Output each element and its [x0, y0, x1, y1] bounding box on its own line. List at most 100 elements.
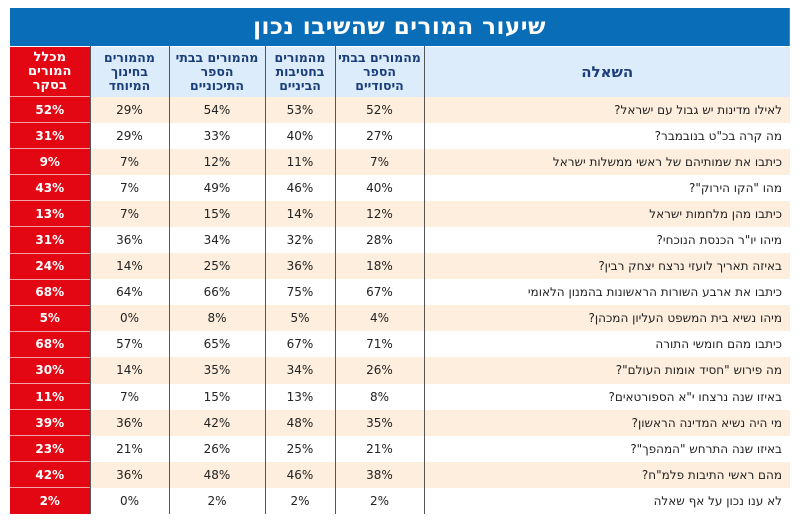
elementary-cell: 2% — [334, 487, 424, 514]
special-cell: 7% — [89, 383, 169, 410]
header-question: השאלה — [423, 46, 790, 97]
high-cell: 15% — [168, 383, 265, 410]
middle-cell: 25% — [264, 435, 335, 462]
middle-cell: 48% — [264, 409, 335, 436]
survey-table-container: שיעור המורים שהשיבו נכון השאלה מהמורים ב… — [10, 8, 790, 514]
total-cell: 13% — [10, 200, 90, 227]
high-cell: 35% — [168, 357, 265, 384]
question-cell: מהם ראשי התיבות פלמ"ח? — [423, 461, 790, 488]
question-cell: מה קרה בכ"ט בנובמבר? — [423, 122, 790, 149]
table-row: לא ענו נכון על אף שאלה 2% 2% 2% 0% 2% — [10, 487, 790, 514]
header-middle: מהמורים בחטיבות הביניים — [264, 46, 335, 97]
question-cell: לאילו מדינות יש גבול עם ישראל? — [423, 96, 790, 123]
table-row: כיתבו מהן מלחמות ישראל 12% 14% 15% 7% 13% — [10, 200, 790, 227]
elementary-cell: 12% — [334, 200, 424, 227]
total-cell: 68% — [10, 330, 90, 358]
total-cell: 31% — [10, 226, 90, 254]
high-cell: 48% — [168, 461, 265, 488]
middle-cell: 32% — [264, 226, 335, 254]
special-cell: 21% — [89, 435, 169, 462]
special-cell: 36% — [89, 409, 169, 436]
middle-cell: 46% — [264, 174, 335, 201]
table-body: לאילו מדינות יש גבול עם ישראל? 52% 53% 54% 2… — [10, 95, 790, 514]
total-cell: 9% — [10, 148, 90, 175]
table-row: מה פירוש "חסיד אומות העולם"? 26% 34% 35% 14%… — [10, 356, 790, 384]
high-cell: 34% — [168, 226, 265, 254]
table-row: מיהו יו"ר הכנסת הנוכחי? 28% 32% 34% 36% 31% — [10, 226, 790, 254]
table-row: מי היה נשיא המדינה הראשון? 35% 48% 42% 36% 39… — [10, 409, 790, 436]
high-cell: 49% — [168, 174, 265, 201]
table-row: מה קרה בכ"ט בנובמבר? 27% 40% 33% 29% 31% — [10, 122, 790, 149]
question-cell: באיזו שנה התרחש "המהפך"? — [423, 435, 790, 462]
middle-cell: 5% — [264, 305, 335, 332]
question-cell: כיתבו את ארבע השורות הראשונות בהמנון הלא… — [423, 279, 790, 306]
middle-cell: 36% — [264, 253, 335, 280]
table-title: שיעור המורים שהשיבו נכון — [10, 8, 789, 46]
table-row: כיתבו את ארבע השורות הראשונות בהמנון הלא… — [10, 278, 790, 306]
elementary-cell: 35% — [334, 409, 424, 436]
high-cell: 54% — [168, 96, 265, 123]
question-cell: מיהו נשיא בית המשפט העליון המכהן? — [423, 305, 790, 332]
special-cell: 57% — [89, 331, 169, 358]
middle-cell: 2% — [264, 487, 335, 514]
middle-cell: 67% — [264, 331, 335, 358]
special-cell: 29% — [89, 96, 169, 123]
high-cell: 42% — [168, 409, 265, 436]
question-cell: כיתבו מהן מלחמות ישראל — [423, 200, 790, 227]
elementary-cell: 8% — [334, 383, 424, 410]
high-cell: 33% — [168, 122, 265, 149]
elementary-cell: 4% — [334, 305, 424, 332]
high-cell: 15% — [168, 200, 265, 227]
elementary-cell: 28% — [334, 226, 424, 254]
question-cell: מה פירוש "חסיד אומות העולם"? — [423, 357, 790, 384]
total-cell: 30% — [10, 356, 90, 384]
total-cell: 39% — [10, 409, 90, 436]
table-row: באיזה תאריך לועזי נרצח יצחק רבין? 18% 36% 2… — [10, 252, 790, 280]
elementary-cell: 38% — [334, 461, 424, 488]
table-row: מהו "הקו הירוק"? 40% 46% 49% 7% 43% — [10, 174, 790, 201]
high-cell: 66% — [168, 279, 265, 306]
header-high: מהמורים בבתי הספר התיכוניים — [168, 46, 265, 97]
results-table: השאלה מהמורים בבתי הספר היסודיים מהמורים… — [10, 46, 790, 514]
high-cell: 2% — [168, 487, 265, 514]
middle-cell: 40% — [264, 122, 335, 149]
middle-cell: 34% — [264, 357, 335, 384]
question-cell: באיזו שנה נרצחו י"א הספורטאים? — [423, 383, 790, 410]
elementary-cell: 52% — [334, 96, 424, 123]
special-cell: 7% — [89, 200, 169, 227]
high-cell: 8% — [168, 305, 265, 332]
elementary-cell: 21% — [334, 435, 424, 462]
middle-cell: 14% — [264, 200, 335, 227]
header-special: מהמורים בחינוך המיוחד — [89, 46, 169, 97]
elementary-cell: 67% — [334, 279, 424, 306]
high-cell: 65% — [168, 331, 265, 358]
elementary-cell: 26% — [334, 357, 424, 384]
total-cell: 31% — [10, 122, 90, 149]
table-row: באיזו שנה התרחש "המהפך"? 21% 25% 26% 21% 23% — [10, 435, 790, 462]
question-cell: מהו "הקו הירוק"? — [423, 174, 790, 201]
total-cell: 43% — [10, 174, 90, 201]
table-row: לאילו מדינות יש גבול עם ישראל? 52% 53% 54% 2… — [10, 95, 790, 123]
question-cell: מי היה נשיא המדינה הראשון? — [423, 409, 790, 436]
high-cell: 25% — [168, 253, 265, 280]
elementary-cell: 7% — [334, 148, 424, 175]
middle-cell: 11% — [264, 148, 335, 175]
question-cell: כיתבו מהם חומשי התורה — [423, 331, 790, 358]
high-cell: 12% — [168, 148, 265, 175]
table-row: כיתבו מהם חומשי התורה 71% 67% 65% 57% 68% — [10, 330, 790, 358]
middle-cell: 75% — [264, 279, 335, 306]
table-row: מהם ראשי התיבות פלמ"ח? 38% 46% 48% 36% 42% — [10, 461, 790, 488]
elementary-cell: 40% — [334, 174, 424, 201]
table-row: באיזו שנה נרצחו י"א הספורטאים? 8% 13% 15% 7%… — [10, 383, 790, 410]
total-cell: 11% — [10, 383, 90, 410]
middle-cell: 13% — [264, 383, 335, 410]
table-row: מיהו נשיא בית המשפט העליון המכהן? 4% 5% 8% 0… — [10, 304, 790, 332]
question-cell: כיתבו את שמותיהם של ראשי ממשלות ישראל — [423, 148, 790, 175]
middle-cell: 53% — [264, 96, 335, 123]
question-cell: באיזה תאריך לועזי נרצח יצחק רבין? — [423, 253, 790, 280]
total-cell: 68% — [10, 278, 90, 306]
question-cell: מיהו יו"ר הכנסת הנוכחי? — [423, 226, 790, 254]
elementary-cell: 71% — [334, 331, 424, 358]
header-elementary: מהמורים בבתי הספר היסודיים — [334, 46, 424, 97]
elementary-cell: 27% — [334, 122, 424, 149]
